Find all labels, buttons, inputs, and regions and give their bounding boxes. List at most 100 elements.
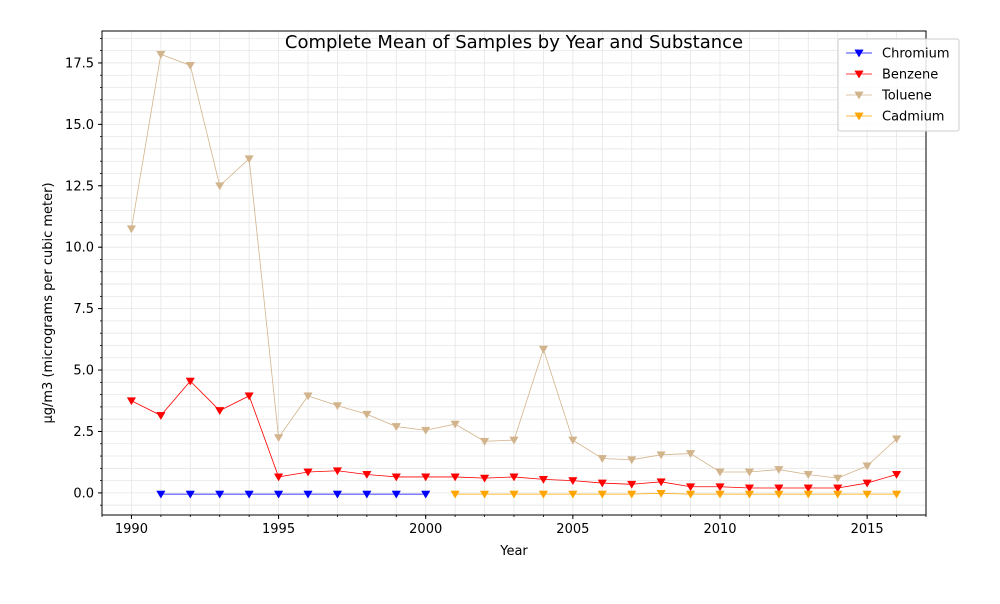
data-point-chromium (273, 490, 284, 499)
data-point-chromium (303, 490, 313, 499)
data-point-toluene (627, 456, 637, 465)
data-point-toluene (185, 61, 195, 70)
data-point-benzene (656, 478, 666, 487)
chart-title: Complete Mean of Samples by Year and Sub… (285, 32, 743, 53)
data-point-chromium (215, 490, 225, 499)
data-point-cadmium (597, 490, 607, 499)
series-benzene (126, 377, 902, 493)
legend-label-benzene: Benzene (882, 68, 938, 83)
data-point-cadmium (744, 490, 755, 499)
data-point-cadmium (627, 490, 637, 499)
data-point-chromium (332, 490, 343, 499)
data-point-toluene (303, 392, 313, 401)
axes: 1990 1995 2000 2005 2010 2015 0.0 2.5 5.0 7.5 10.0… (65, 30, 927, 537)
legend-label-cadmium: Cadmium (882, 110, 944, 125)
legend-label-toluene: Toluene (881, 89, 932, 104)
legend: Chromium Benzene Toluene Cadmium (837, 38, 960, 132)
data-point-benzene (185, 377, 195, 386)
data-point-benzene (479, 474, 490, 483)
y-tick-label: 5.0 (73, 364, 94, 379)
data-point-toluene (509, 436, 519, 445)
data-point-benzene (744, 484, 755, 493)
data-point-benzene (509, 473, 519, 482)
data-point-cadmium (685, 490, 696, 499)
x-tick-label: 2000 (409, 522, 442, 537)
data-point-cadmium (715, 490, 725, 499)
data-point-toluene (803, 471, 813, 479)
x-tick-label: 2010 (703, 522, 736, 537)
data-point-toluene (391, 423, 401, 432)
y-tick-label: 7.5 (73, 302, 94, 317)
data-point-toluene (891, 435, 902, 444)
legend-marker-toluene (854, 91, 864, 100)
data-point-toluene (744, 468, 755, 477)
data-point-cadmium (803, 490, 813, 499)
data-point-cadmium (509, 490, 519, 499)
x-tick-label: 2015 (851, 522, 884, 537)
data-point-cadmium (891, 490, 902, 499)
data-point-toluene (538, 345, 549, 354)
y-tick-label: 12.5 (65, 179, 94, 194)
data-point-benzene (803, 484, 813, 493)
y-tick-label: 17.5 (65, 56, 94, 71)
x-tick-label: 1995 (262, 522, 295, 537)
data-point-toluene (273, 434, 284, 443)
data-point-benzene (126, 397, 137, 406)
data-point-benzene (450, 473, 460, 482)
data-point-benzene (597, 479, 607, 488)
data-point-benzene (273, 473, 284, 482)
x-tick-label: 2005 (556, 522, 589, 537)
plot-area (126, 50, 902, 499)
data-point-benzene (627, 480, 637, 489)
data-point-benzene (332, 467, 343, 476)
series-chromium (156, 490, 431, 499)
data-point-toluene (421, 426, 431, 435)
data-point-benzene (685, 483, 696, 492)
data-point-toluene (568, 436, 578, 445)
data-point-benzene (421, 473, 431, 482)
data-point-toluene (685, 450, 696, 459)
data-point-chromium (362, 490, 372, 499)
y-axis-label: μg/m3 (micrograms per cubic meter) (41, 182, 56, 423)
data-point-toluene (450, 420, 460, 429)
y-tick-label: 0.0 (73, 486, 94, 501)
data-point-cadmium (479, 490, 490, 499)
legend-label-chromium: Chromium (882, 47, 950, 62)
data-point-chromium (421, 490, 431, 499)
data-point-benzene (862, 479, 872, 488)
series-cadmium (450, 489, 902, 499)
data-point-toluene (362, 410, 372, 419)
data-point-benzene (833, 484, 843, 493)
data-point-benzene (568, 477, 578, 486)
data-point-benzene (891, 471, 902, 479)
data-point-benzene (715, 483, 725, 492)
data-point-benzene (362, 471, 372, 479)
data-point-toluene (833, 474, 843, 483)
data-point-chromium (156, 490, 166, 499)
series-line-cadmium (455, 492, 897, 495)
data-point-toluene (715, 468, 725, 477)
data-point-chromium (391, 490, 401, 499)
data-point-benzene (774, 484, 784, 493)
data-point-toluene (862, 462, 872, 471)
data-point-toluene (126, 225, 137, 234)
data-point-cadmium (538, 490, 549, 499)
x-tick-label: 1990 (115, 522, 148, 537)
data-point-benzene (244, 392, 254, 401)
data-point-cadmium (656, 489, 666, 498)
data-point-toluene (774, 466, 784, 475)
data-point-toluene (479, 437, 490, 446)
data-point-toluene (597, 455, 607, 463)
data-point-cadmium (862, 490, 872, 499)
data-point-toluene (656, 451, 666, 460)
grid (101, 31, 927, 515)
legend-marker-cadmium (854, 112, 864, 121)
data-point-chromium (185, 490, 195, 499)
data-point-toluene (156, 50, 166, 59)
legend-marker-benzene (854, 70, 864, 79)
y-tick-label: 10.0 (65, 241, 94, 256)
legend-marker-chromium (854, 49, 864, 58)
series-toluene (126, 50, 902, 483)
x-axis-label: Year (499, 544, 528, 559)
